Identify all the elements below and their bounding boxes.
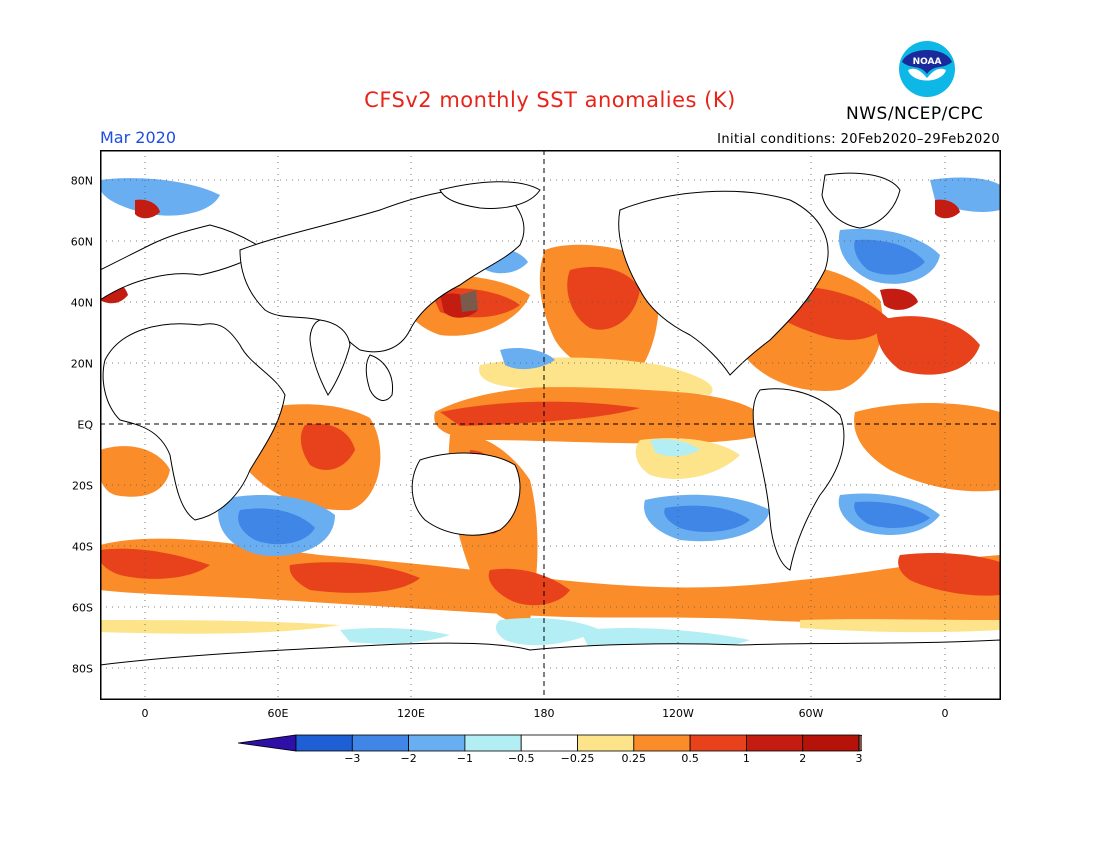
agency-label: NWS/NCEP/CPC xyxy=(846,104,984,124)
colorbar-box xyxy=(802,734,860,752)
colorbar-tick-label: 2 xyxy=(799,752,807,765)
lon-label: 180 xyxy=(533,707,555,720)
coastlines xyxy=(100,172,1001,700)
colorbar-tick-label: −0.5 xyxy=(507,752,535,765)
colorbar-box xyxy=(351,734,410,752)
lat-lon-grid xyxy=(100,150,1001,700)
lon-label: 60W xyxy=(798,707,824,720)
colorbar xyxy=(238,734,862,752)
colorbar-box xyxy=(464,734,522,752)
noaa-logo: NOAA xyxy=(899,41,955,97)
lon-label: 120W xyxy=(662,707,694,720)
colorbar-box xyxy=(295,734,353,752)
noaa-logo-text: NOAA xyxy=(913,57,942,67)
colorbar-tick-label: −0.25 xyxy=(560,752,595,765)
map-frame xyxy=(100,150,1001,700)
colorbar-box xyxy=(633,734,691,752)
colorbar-box xyxy=(577,734,635,752)
colorbar-tick-label: 0.25 xyxy=(621,752,647,765)
lat-label: EQ xyxy=(77,418,93,432)
colorbar-box xyxy=(745,734,804,752)
lat-label: 60N xyxy=(70,235,93,249)
sst-anomaly-map xyxy=(100,150,1001,700)
colorbar-tick-label: 0.5 xyxy=(681,752,699,765)
colorbar-low-arrow xyxy=(238,734,297,752)
lat-label: 20S xyxy=(72,479,93,493)
map-title: CFSv2 monthly SST anomalies (K) xyxy=(364,88,736,112)
lat-label: 40N xyxy=(70,296,93,310)
colorbar-tick-label: 1 xyxy=(742,752,750,765)
colorbar-box xyxy=(520,734,578,752)
lat-label: 60S xyxy=(72,601,93,615)
lon-label: 120E xyxy=(397,707,425,720)
colorbar-tick-label: −2 xyxy=(400,752,417,765)
forecast-month: Mar 2020 xyxy=(100,128,176,147)
lat-label: 80S xyxy=(72,662,93,676)
colorbar-box xyxy=(689,734,747,752)
lon-label: 0 xyxy=(941,707,949,720)
colorbar-high-arrow xyxy=(858,734,862,752)
initial-conditions: Initial conditions: 20Feb2020–29Feb2020 xyxy=(717,132,1000,147)
colorbar-box xyxy=(408,734,466,752)
lat-label: 40S xyxy=(72,540,93,554)
lat-label: 20N xyxy=(70,357,93,371)
colorbar-tick-label: −3 xyxy=(344,752,361,765)
lon-label: 0 xyxy=(141,707,149,720)
colorbar-tick-label: −1 xyxy=(456,752,473,765)
lat-label: 80N xyxy=(70,174,93,188)
lon-label: 60E xyxy=(267,707,289,720)
colorbar-tick-label: 3 xyxy=(855,752,863,765)
